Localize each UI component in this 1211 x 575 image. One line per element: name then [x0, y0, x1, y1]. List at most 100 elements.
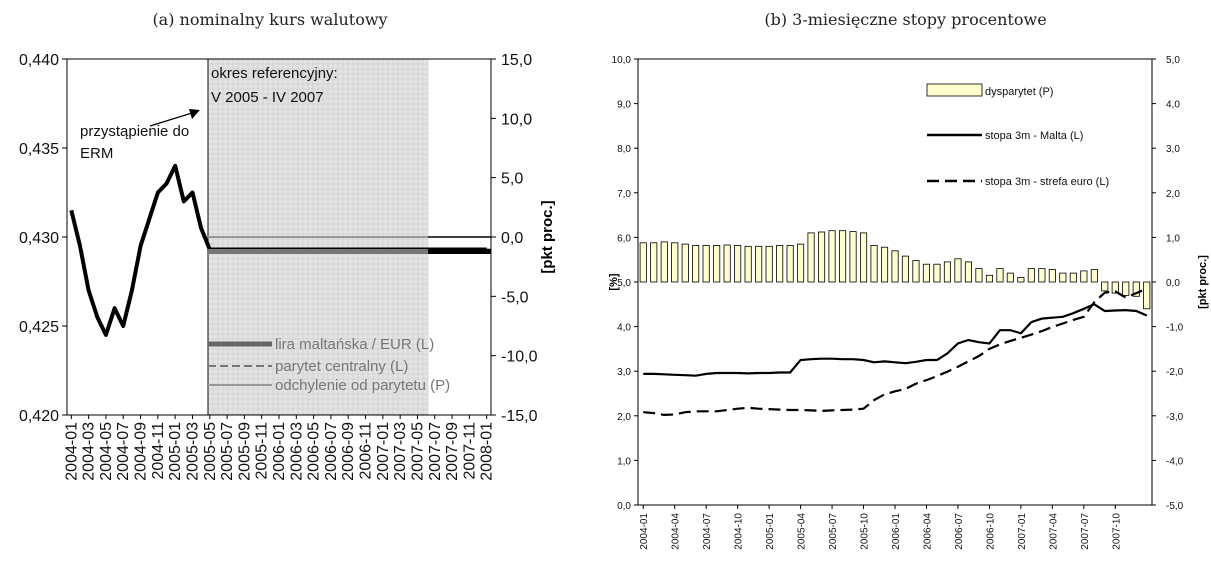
bar-dysparytet [901, 255, 909, 283]
x-tick-label: 2004-04 [671, 513, 682, 550]
y-left-tick-label: 10,0 [612, 55, 632, 66]
legend-deviation-label: odchylenie od parytetu (P) [275, 377, 450, 394]
x-tick-label: 2005-05 [202, 422, 219, 481]
bar-dysparytet [734, 244, 742, 283]
bar-dysparytet [1090, 269, 1098, 283]
bar-dysparytet [1122, 281, 1130, 296]
bar-dysparytet [797, 243, 805, 283]
bar-dysparytet [954, 258, 962, 283]
y-left-tick-label: 6,0 [617, 233, 631, 244]
x-tick-label: 2005-07 [219, 422, 236, 481]
y-right-tick-label: -5,0 [1166, 501, 1184, 512]
x-tick-label: 2004-07 [115, 422, 132, 481]
y-left-axis-label: [%] [608, 273, 620, 290]
bar-dysparytet [985, 274, 993, 283]
x-tick-label: 2006-09 [340, 422, 357, 481]
bar-dysparytet [839, 230, 847, 283]
erm-arrow-head [189, 109, 200, 119]
x-tick-label: 2006-07 [323, 422, 340, 481]
bar-dysparytet [1027, 268, 1035, 283]
bar-dysparytet [1111, 281, 1119, 294]
y-right-tick-label: 5,0 [1166, 55, 1180, 66]
chart-b-title: (b) 3-miesięczne stopy procentowe [764, 10, 1047, 29]
bar-dysparytet [744, 245, 752, 283]
bar-dysparytet [881, 246, 889, 283]
bar-dysparytet [1132, 281, 1140, 297]
bar-dysparytet [765, 245, 773, 283]
bar-dysparytet [1059, 272, 1067, 283]
y-left-tick-label: 8,0 [617, 144, 631, 155]
x-tick-label: 2004-07 [702, 513, 713, 550]
bar-dysparytet [786, 244, 794, 283]
x-tick-label: 2007-10 [1111, 513, 1122, 550]
y-left-tick-label: 0,420 [19, 408, 59, 425]
bar-dysparytet [975, 268, 983, 283]
y-left-tick-label: 2,0 [617, 412, 631, 423]
x-tick-label: 2007-07 [427, 422, 444, 481]
bar-dysparytet [1101, 281, 1109, 292]
y-right-tick-label: 0,0 [1166, 278, 1180, 289]
x-tick-label: 2005-01 [167, 422, 184, 481]
x-tick-label: 2006-01 [271, 422, 288, 481]
erm-annotation-line-1: przystąpienie do [80, 123, 189, 140]
legend-mtl-eur-label: lira maltańska / EUR (L) [275, 336, 434, 353]
bar-dysparytet [964, 261, 972, 283]
x-tick-label: 2007-01 [375, 422, 392, 481]
y-left-tick-label: 0,425 [19, 319, 59, 336]
bar-dysparytet [870, 244, 878, 283]
x-tick-label: 2005-09 [236, 422, 253, 481]
y-left-tick-label: 4,0 [617, 323, 631, 334]
legend-dysparytet-label: dysparytet (P) [985, 86, 1053, 98]
bar-dysparytet [1017, 277, 1025, 283]
y-right-tick-label: -10,0 [501, 349, 538, 366]
y-right-axis-label: [pkt proc.] [1197, 255, 1209, 309]
y-right-tick-label: 4,0 [1166, 100, 1180, 111]
bar-dysparytet [996, 268, 1004, 283]
bar-dysparytet [922, 263, 930, 283]
x-tick-label: 2007-07 [1080, 513, 1091, 550]
bar-dysparytet [723, 244, 731, 283]
legend-dysparytet-swatch [926, 83, 983, 97]
bar-dysparytet [639, 242, 647, 283]
y-left-tick-label: 0,435 [19, 141, 59, 158]
x-tick-label: 2004-01 [63, 422, 80, 481]
bar-dysparytet [807, 232, 815, 283]
bar-dysparytet [660, 241, 668, 283]
x-tick-label: 2005-03 [184, 422, 201, 481]
y-right-tick-label: 0,0 [501, 230, 523, 247]
bar-dysparytet [1080, 270, 1088, 283]
bar-dysparytet [1143, 281, 1151, 310]
chart-a-canvas: 0,420 0,425 0,430 0,435 0,440 -15,0 -10,0 -5,0 0… [19, 52, 556, 481]
y-right-tick-label: -5,0 [501, 289, 529, 306]
y-left-tick-label: 0,440 [19, 52, 59, 69]
x-tick-label: 2004-01 [639, 513, 650, 550]
x-tick-label: 2006-07 [954, 513, 965, 550]
legend-central-parity-label: parytet centralny (L) [275, 358, 408, 375]
bar-dysparytet [860, 232, 868, 283]
bar-dysparytet [943, 261, 951, 283]
x-tick-label: 2006-03 [288, 422, 305, 481]
x-tick-label: 2004-09 [133, 422, 150, 481]
y-left-tick-label: 0,0 [617, 501, 631, 512]
x-tick-label: 2004-03 [81, 422, 98, 481]
bar-dysparytet [681, 243, 689, 283]
bar-dysparytet [828, 230, 836, 283]
chart-a-title: (a) nominalny kurs walutowy [152, 10, 388, 29]
bar-dysparytet [849, 231, 857, 283]
x-tick-label: 2006-11 [358, 422, 375, 480]
x-tick-label: 2007-01 [1017, 513, 1028, 550]
y-left-tick-label: 9,0 [617, 100, 631, 111]
legend-euro-label: stopa 3m - strefa euro (L) [985, 176, 1109, 188]
reference-period-label-2: V 2005 - IV 2007 [211, 89, 324, 106]
y-left-tick-label: 0,430 [19, 230, 59, 247]
x-tick-label: 2007-03 [392, 422, 409, 481]
y-right-axis-label: [pkt proc.] [539, 200, 556, 273]
erm-arrow-shaft [149, 112, 193, 127]
y-right-tick-label: -1,0 [1166, 323, 1184, 334]
legend-malta-label: stopa 3m - Malta (L) [985, 130, 1083, 142]
bar-dysparytet [818, 231, 826, 283]
x-tick-label: 2007-04 [1048, 513, 1059, 550]
y-left-tick-label: 3,0 [617, 367, 631, 378]
y-right-tick-label: 3,0 [1166, 144, 1180, 155]
x-tick-label: 2005-01 [765, 513, 776, 550]
